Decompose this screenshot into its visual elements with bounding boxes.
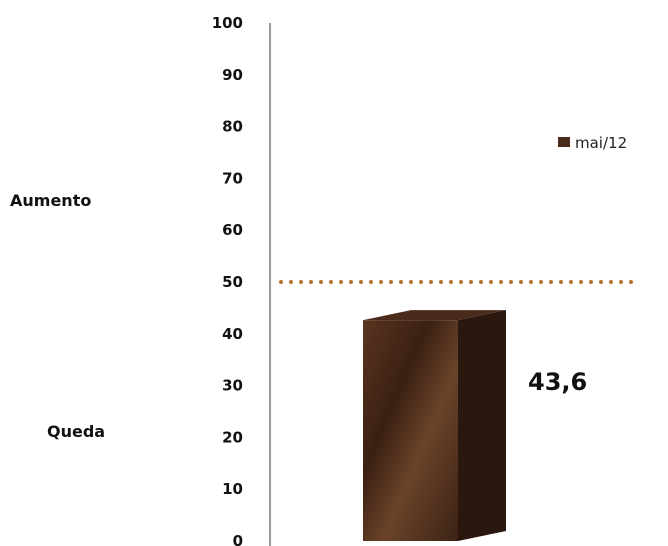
y-tick-label: 90 [222, 66, 243, 84]
y-tick-label: 30 [222, 377, 243, 395]
legend: mai/12 [558, 134, 627, 152]
y-tick-label: 40 [222, 325, 243, 343]
y-tick-label: 80 [222, 118, 243, 136]
bar-top [363, 310, 506, 321]
y-tick-label: 20 [222, 428, 243, 446]
y-tick-label: 10 [222, 480, 243, 498]
y-axis: 0 10 20 30 40 50 60 70 80 90 100 [212, 14, 271, 546]
y-tick-label: 100 [212, 14, 243, 32]
legend-swatch [558, 137, 570, 147]
bar-side [458, 310, 506, 541]
lower-side-label: Queda [47, 422, 105, 441]
bars [363, 310, 506, 541]
y-tick-label: 60 [222, 221, 243, 239]
legend-label: mai/12 [575, 134, 627, 152]
upper-side-label: Aumento [10, 191, 91, 210]
y-tick-label: 70 [222, 169, 243, 187]
y-tick-label: 0 [233, 532, 243, 546]
data-label: 43,6 [528, 368, 587, 396]
bar [363, 320, 458, 541]
y-tick-labels: 0 10 20 30 40 50 60 70 80 90 100 [212, 14, 243, 546]
y-tick-label: 50 [222, 273, 243, 291]
